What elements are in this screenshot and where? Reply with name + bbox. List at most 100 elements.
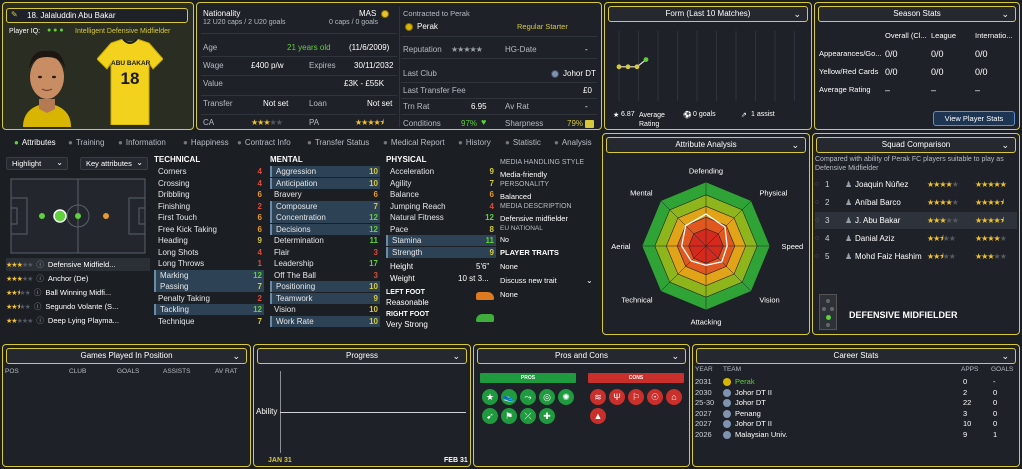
attribute-row[interactable]: Flair 3: [270, 247, 380, 258]
attribute-row[interactable]: Long Shots 4: [154, 247, 264, 258]
attribute-row[interactable]: Work Rate 10: [270, 315, 380, 327]
career-row[interactable]: 2030 Johor DT II 2 0: [695, 388, 1017, 398]
fork-icon[interactable]: Ψ: [609, 389, 625, 405]
attribute-row[interactable]: Off The Ball 3: [270, 270, 380, 281]
tab-happiness[interactable]: ● Happiness: [183, 137, 229, 149]
attribute-row[interactable]: Heading 9: [154, 235, 264, 246]
attribute-row[interactable]: Marking 12: [154, 269, 264, 281]
tab-statistic[interactable]: ● Statistic: [505, 137, 541, 149]
tab-training[interactable]: ● Training: [68, 137, 104, 149]
tab-attributes[interactable]: ● Attributes: [14, 137, 56, 149]
info-icon[interactable]: ⓘ: [36, 260, 44, 269]
attribute-row[interactable]: Vision 10: [270, 304, 380, 315]
chevron-down-icon[interactable]: ⌄: [671, 351, 679, 361]
attribute-row[interactable]: First Touch 6: [154, 212, 264, 223]
last-club-value[interactable]: Johor DT: [563, 69, 596, 78]
player-name-box[interactable]: ✎ 18. Jalaluddin Abu Bakar: [6, 8, 188, 23]
tackle-icon[interactable]: ⤫: [520, 408, 536, 424]
pass-icon[interactable]: ⤳: [520, 389, 536, 405]
info-icon[interactable]: ⓘ: [36, 316, 44, 325]
attribute-row[interactable]: Dribbling 6: [154, 189, 264, 200]
shoe-icon[interactable]: ⌂: [666, 389, 682, 405]
info-icon[interactable]: ⓘ: [33, 302, 42, 311]
chevron-down-icon[interactable]: ⌄: [1001, 351, 1009, 361]
attribute-row[interactable]: Natural Fitness 12: [386, 212, 496, 223]
info-icon[interactable]: ⓘ: [36, 274, 44, 283]
career-title-bar[interactable]: Career Stats ⌄: [696, 348, 1016, 364]
attribute-row[interactable]: Penalty Taking 2: [154, 293, 264, 304]
edit-icon[interactable]: ✎: [11, 10, 18, 19]
attribute-row[interactable]: Determination 11: [270, 235, 380, 246]
attribute-row[interactable]: Anticipation 10: [270, 177, 380, 189]
target-icon[interactable]: ◎: [539, 389, 555, 405]
squad-row[interactable]: 5 ○ ♟ Mohd Faiz Hashim ★★⯨★★ ★★★★★: [815, 248, 1017, 265]
role-item[interactable]: ★★★★★ ⓘ Deep Lying Playma...: [6, 314, 150, 327]
foot-icon[interactable]: ⚑: [501, 408, 517, 424]
role-item[interactable]: ★★★★★ ⓘ Defensive Midfield...: [6, 258, 150, 271]
career-row[interactable]: 25-30 Johor DT 22 0: [695, 398, 1017, 408]
squad-row[interactable]: 4 ○ ♟ Danial Aziz ★★⯨★★ ★★★★★: [815, 230, 1017, 247]
fitness-icon[interactable]: ✚: [539, 408, 555, 424]
attribute-row[interactable]: Agility 7: [386, 178, 496, 189]
tab-transfer-status[interactable]: ● Transfer Status: [307, 137, 369, 149]
tab-information[interactable]: ● Information: [118, 137, 166, 149]
spring-icon[interactable]: ≋: [590, 389, 606, 405]
attribute-row[interactable]: Balance 6: [386, 189, 496, 200]
attribute-row[interactable]: Long Throws 1: [154, 258, 264, 269]
role-item[interactable]: ★★⯨★★ ⓘ Ball Winning Midfi...: [6, 286, 150, 299]
attribute-row[interactable]: Tackling 12: [154, 304, 264, 316]
attribute-row[interactable]: Leadership 17: [270, 258, 380, 269]
cone-icon[interactable]: ▲: [590, 408, 606, 424]
view-player-stats-button[interactable]: View Player Stats: [933, 111, 1015, 126]
attribute-row[interactable]: Bravery 6: [270, 189, 380, 200]
whistle-icon[interactable]: ➹: [482, 408, 498, 424]
squad-row[interactable]: 1 ○ ♟ Joaquin Núñez ★★★★★ ★★★★★: [815, 176, 1017, 193]
attribute-row[interactable]: Technique 7: [154, 316, 264, 327]
attribute-row[interactable]: Decisions 12: [270, 223, 380, 235]
chevron-down-icon[interactable]: ⌄: [1001, 9, 1009, 19]
attribute-row[interactable]: Strength 9: [386, 246, 496, 258]
info-icon[interactable]: ⓘ: [33, 288, 42, 297]
chevron-down-icon[interactable]: ⌄: [793, 9, 801, 19]
tab-medical-report[interactable]: ● Medical Report: [383, 137, 445, 149]
attribute-row[interactable]: Free Kick Taking 6: [154, 224, 264, 235]
progress-title-bar[interactable]: Progress ⌄: [257, 348, 467, 364]
chevron-down-icon[interactable]: ⌄: [232, 351, 240, 361]
tab-analysis[interactable]: ● Analysis: [554, 137, 592, 149]
chevron-down-icon[interactable]: ⌄: [452, 351, 460, 361]
mind-icon[interactable]: ✺: [558, 389, 574, 405]
attribute-row[interactable]: Finishing 2: [154, 201, 264, 212]
squad-title-bar[interactable]: Squad Comparison ⌄: [816, 137, 1016, 153]
career-row[interactable]: 2026 Malaysian Univ. 9 1: [695, 430, 1017, 440]
attribute-row[interactable]: Concentration 12: [270, 212, 380, 224]
role-item[interactable]: ★★★★★ ⓘ Anchor (De): [6, 272, 150, 285]
attribute-row[interactable]: Aggression 10: [270, 166, 380, 178]
attribute-row[interactable]: Teamwork 9: [270, 292, 380, 304]
attribute-row[interactable]: Stamina 11: [386, 235, 496, 247]
attribute-row[interactable]: Composure 7: [270, 200, 380, 212]
flag-icon[interactable]: ⚐: [628, 389, 644, 405]
key-attributes-dropdown[interactable]: Key attributes ⌄: [80, 157, 148, 170]
attribute-row[interactable]: Pace 8: [386, 224, 496, 235]
attribute-row[interactable]: Positioning 10: [270, 281, 380, 293]
squad-row[interactable]: 3 ○ ♟ J. Abu Bakar ★★★★★ ★★★★⯨: [815, 212, 1017, 229]
header-icon[interactable]: ☉: [647, 389, 663, 405]
highlight-dropdown[interactable]: Highlight ⌄: [6, 157, 68, 170]
boot-icon[interactable]: 👟: [501, 389, 517, 405]
discuss-trait-link[interactable]: Discuss new trait: [500, 276, 557, 285]
chevron-down-icon[interactable]: ⌄: [586, 276, 593, 285]
analysis-title-bar[interactable]: Attribute Analysis ⌄: [606, 137, 806, 153]
career-row[interactable]: 2031 Perak 0 -: [695, 377, 1017, 387]
attribute-row[interactable]: Acceleration 9: [386, 166, 496, 177]
pros-cons-title-bar[interactable]: Pros and Cons ⌄: [477, 348, 686, 364]
chevron-down-icon[interactable]: ⌄: [791, 140, 799, 150]
tab-contract-info[interactable]: ● Contract Info: [237, 137, 291, 149]
tab-history[interactable]: ● History: [458, 137, 491, 149]
attribute-row[interactable]: Passing 7: [154, 281, 264, 293]
role-item[interactable]: ★★⯨★★ ⓘ Segundo Volante (S...: [6, 300, 150, 313]
games-title-bar[interactable]: Games Played In Position ⌄: [6, 348, 247, 364]
attribute-row[interactable]: Jumping Reach 4: [386, 201, 496, 212]
chevron-down-icon[interactable]: ⌄: [1001, 140, 1009, 150]
attribute-row[interactable]: Corners 4: [154, 166, 264, 177]
career-row[interactable]: 2027 Johor DT II 10 0: [695, 419, 1017, 429]
